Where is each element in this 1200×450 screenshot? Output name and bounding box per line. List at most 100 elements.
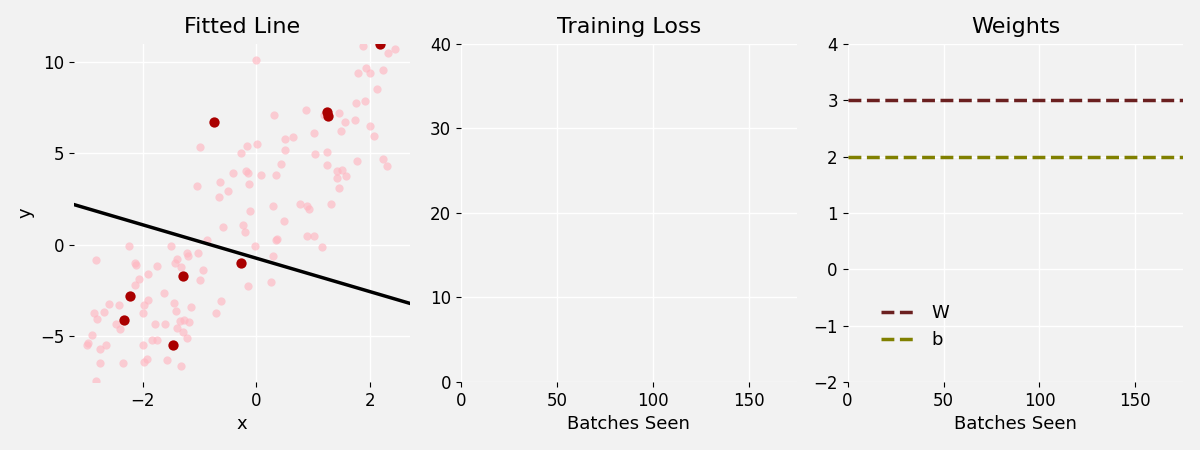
Point xyxy=(161,242,180,249)
Point xyxy=(210,178,229,185)
Point xyxy=(145,321,164,328)
Point xyxy=(138,355,157,362)
Point xyxy=(245,243,264,250)
X-axis label: Batches Seen: Batches Seen xyxy=(954,415,1076,433)
Point xyxy=(230,9,250,16)
Point xyxy=(271,160,290,167)
X-axis label: Batches Seen: Batches Seen xyxy=(568,415,690,433)
Point xyxy=(206,309,226,316)
Point xyxy=(78,342,97,349)
Point xyxy=(298,233,317,240)
Point xyxy=(125,281,144,288)
Point xyxy=(275,217,294,225)
Legend: W, b: W, b xyxy=(874,297,956,356)
Point xyxy=(329,184,348,192)
Point xyxy=(373,155,392,162)
Point xyxy=(125,260,144,267)
Point xyxy=(318,108,337,116)
Point xyxy=(120,292,139,300)
Point xyxy=(367,86,386,93)
Point xyxy=(100,435,119,442)
Point xyxy=(264,253,283,260)
Point xyxy=(224,169,244,176)
Point xyxy=(166,259,185,266)
Point xyxy=(266,236,286,243)
Point xyxy=(148,337,167,344)
Point xyxy=(174,317,193,324)
Point xyxy=(239,169,258,176)
Point xyxy=(191,276,210,284)
Point xyxy=(328,174,347,181)
Point xyxy=(263,202,282,210)
Point xyxy=(290,200,310,207)
Point xyxy=(361,69,380,76)
Point xyxy=(174,329,193,336)
Title: Fitted Line: Fitted Line xyxy=(184,17,300,36)
Point xyxy=(96,418,115,425)
Point xyxy=(355,98,374,105)
Point xyxy=(134,359,154,366)
Point xyxy=(312,244,331,251)
Point xyxy=(360,122,379,129)
Point xyxy=(247,141,266,148)
Point xyxy=(164,299,184,306)
Point xyxy=(138,297,157,304)
Point xyxy=(246,56,265,63)
Point xyxy=(133,342,152,349)
Point xyxy=(170,317,190,324)
Point xyxy=(336,118,355,126)
Point xyxy=(133,309,152,316)
Point xyxy=(346,116,365,123)
Point xyxy=(299,206,318,213)
Point xyxy=(134,301,154,308)
Point xyxy=(218,187,238,194)
Point xyxy=(110,301,130,308)
Point xyxy=(354,42,373,50)
Point xyxy=(103,392,122,399)
Point xyxy=(329,109,348,116)
Point xyxy=(107,321,126,328)
Point xyxy=(83,331,102,338)
Point xyxy=(157,356,176,364)
Point xyxy=(238,143,257,150)
Point xyxy=(232,150,251,157)
Title: Weights: Weights xyxy=(971,17,1060,36)
Point xyxy=(298,202,317,210)
Point xyxy=(239,282,258,289)
Point xyxy=(78,339,97,346)
Point xyxy=(276,146,295,153)
Point xyxy=(240,180,259,188)
Point xyxy=(211,297,230,305)
Point xyxy=(232,259,251,266)
Point xyxy=(84,309,103,316)
Point xyxy=(305,150,324,158)
Point xyxy=(178,252,197,260)
Point xyxy=(120,242,139,249)
Title: Training Loss: Training Loss xyxy=(557,17,701,36)
Point xyxy=(349,69,368,76)
Point xyxy=(143,336,162,343)
Point xyxy=(113,403,132,410)
Point xyxy=(114,409,133,416)
Point xyxy=(167,256,186,263)
Point xyxy=(236,168,256,175)
Point xyxy=(88,316,107,323)
X-axis label: x: x xyxy=(236,415,247,433)
Point xyxy=(347,158,366,165)
Point xyxy=(163,342,182,349)
Point xyxy=(100,300,119,307)
Point xyxy=(296,107,316,114)
Point xyxy=(379,24,398,31)
Point xyxy=(377,162,396,170)
Point xyxy=(264,111,283,118)
Point xyxy=(110,326,130,333)
Point xyxy=(190,143,209,150)
Point xyxy=(356,0,376,3)
Point xyxy=(168,324,187,331)
Point xyxy=(214,224,233,231)
Point xyxy=(347,99,366,107)
Point xyxy=(96,342,115,349)
Point xyxy=(193,267,212,274)
Point xyxy=(91,345,110,352)
Point xyxy=(318,148,337,156)
